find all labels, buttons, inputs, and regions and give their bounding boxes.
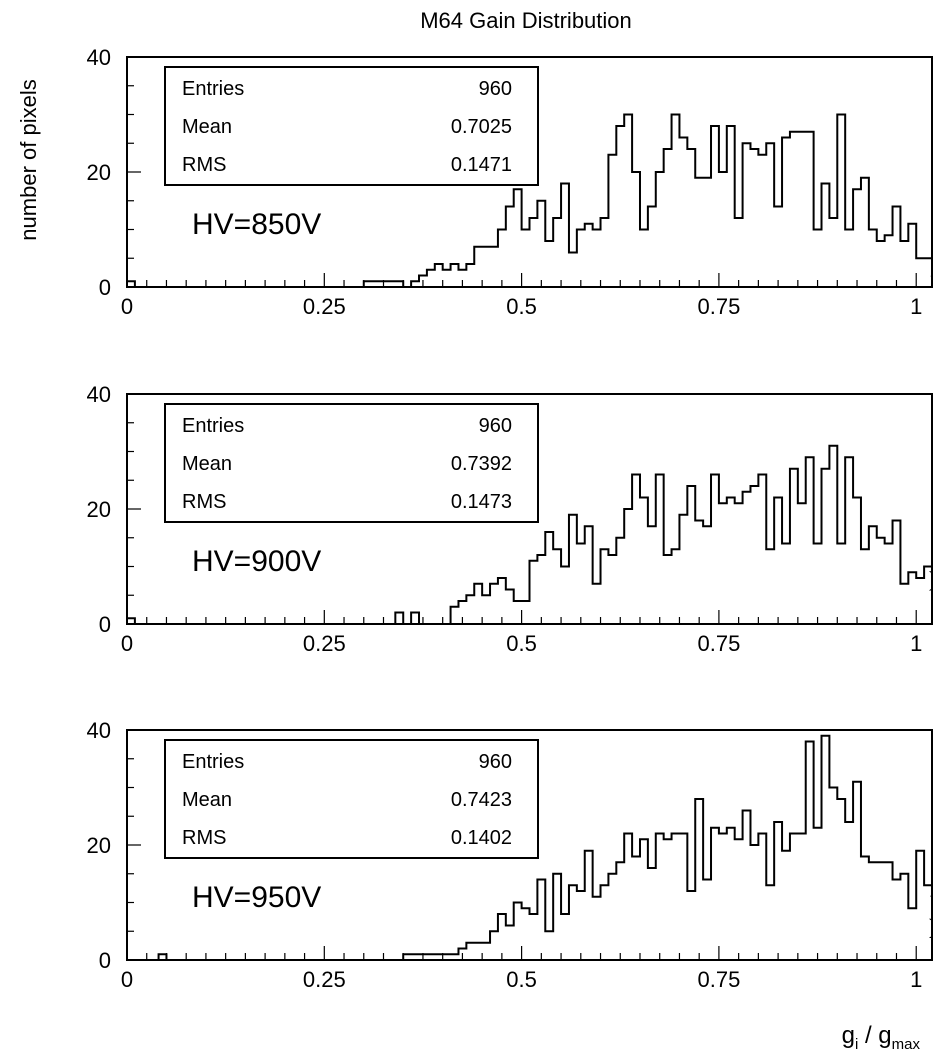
stats-label: RMS: [182, 491, 226, 513]
histogram-series: [126, 113, 933, 288]
y-tick-label: 0: [99, 612, 111, 637]
histogram-panel-2: 0 0.25 0.5 0.75 1 0 20 40 Entries 960 Mean 0.7392 RM…: [87, 382, 933, 656]
x-tick-label: 0.5: [506, 294, 537, 319]
stats-value: 0.7423: [451, 789, 512, 811]
x-tick-label: 0: [121, 631, 133, 656]
x-tick-label: 0: [121, 294, 133, 319]
stats-label: RMS: [182, 154, 226, 176]
y-tick-label: 40: [87, 718, 111, 743]
stats-label: RMS: [182, 827, 226, 849]
y-tick-label: 0: [99, 275, 111, 300]
stats-value: 960: [479, 78, 512, 100]
stats-box: [164, 739, 539, 859]
stats-label: Entries: [182, 78, 244, 100]
x-tick-label: 1: [910, 967, 922, 992]
x-label-sub-max: max: [892, 1036, 921, 1053]
stats-value: 0.7025: [451, 116, 512, 138]
hv-annotation: HV=900V: [192, 545, 321, 578]
histogram-series: [127, 734, 933, 961]
x-tick-label: 0.75: [697, 631, 740, 656]
x-tick-label: 0.25: [303, 631, 346, 656]
x-tick-label: 0.25: [303, 294, 346, 319]
figure-title: M64 Gain Distribution: [420, 8, 632, 33]
stats-value: 0.1402: [451, 827, 512, 849]
stats-label: Mean: [182, 453, 232, 475]
stats-value: 960: [479, 751, 512, 773]
y-tick-label: 40: [87, 45, 111, 70]
stats-label: Mean: [182, 116, 232, 138]
y-tick-label: 20: [87, 160, 111, 185]
hv-annotation: HV=850V: [192, 208, 321, 241]
x-tick-label: 1: [910, 631, 922, 656]
x-tick-label: 0.5: [506, 631, 537, 656]
x-tick-label: 0.75: [697, 967, 740, 992]
stats-value: 960: [479, 415, 512, 437]
y-axis-label: number of pixels: [16, 79, 41, 240]
hv-annotation: HV=950V: [192, 881, 321, 914]
stats-value: 0.1473: [451, 491, 512, 513]
stats-label: Entries: [182, 415, 244, 437]
x-label-base-2: g: [878, 1022, 891, 1049]
x-tick-label: 1: [910, 294, 922, 319]
stats-value: 0.1471: [451, 154, 512, 176]
y-tick-label: 40: [87, 382, 111, 407]
histogram-panel-3: 0 0.25 0.5 0.75 1 0 20 40 Entries 960 Mean 0.7423 RM…: [87, 718, 933, 992]
stats-value: 0.7392: [451, 453, 512, 475]
stats-label: Entries: [182, 751, 244, 773]
x-tick-label: 0: [121, 967, 133, 992]
stats-box: [164, 403, 539, 523]
x-tick-label: 0.75: [697, 294, 740, 319]
x-label-base-1: g: [842, 1022, 855, 1049]
x-tick-label: 0.25: [303, 967, 346, 992]
y-tick-label: 20: [87, 497, 111, 522]
histogram-series: [126, 444, 933, 625]
x-label-sub-i: i: [855, 1036, 858, 1053]
stats-box: [164, 66, 539, 186]
histogram-panel-1: 0 0.25 0.5 0.75 1 0 20 40 Entries 960 Mean 0.7025 RM…: [87, 45, 933, 319]
y-tick-label: 20: [87, 833, 111, 858]
x-label-separator: /: [858, 1022, 878, 1049]
x-tick-label: 0.5: [506, 967, 537, 992]
y-tick-label: 0: [99, 948, 111, 973]
stats-label: Mean: [182, 789, 232, 811]
x-axis-label: gi / gmax: [842, 1022, 921, 1053]
histogram-panels: 0 0.25 0.5 0.75 1 0 20 40 Entries 960 Mean 0.7025 RM…: [87, 45, 933, 992]
